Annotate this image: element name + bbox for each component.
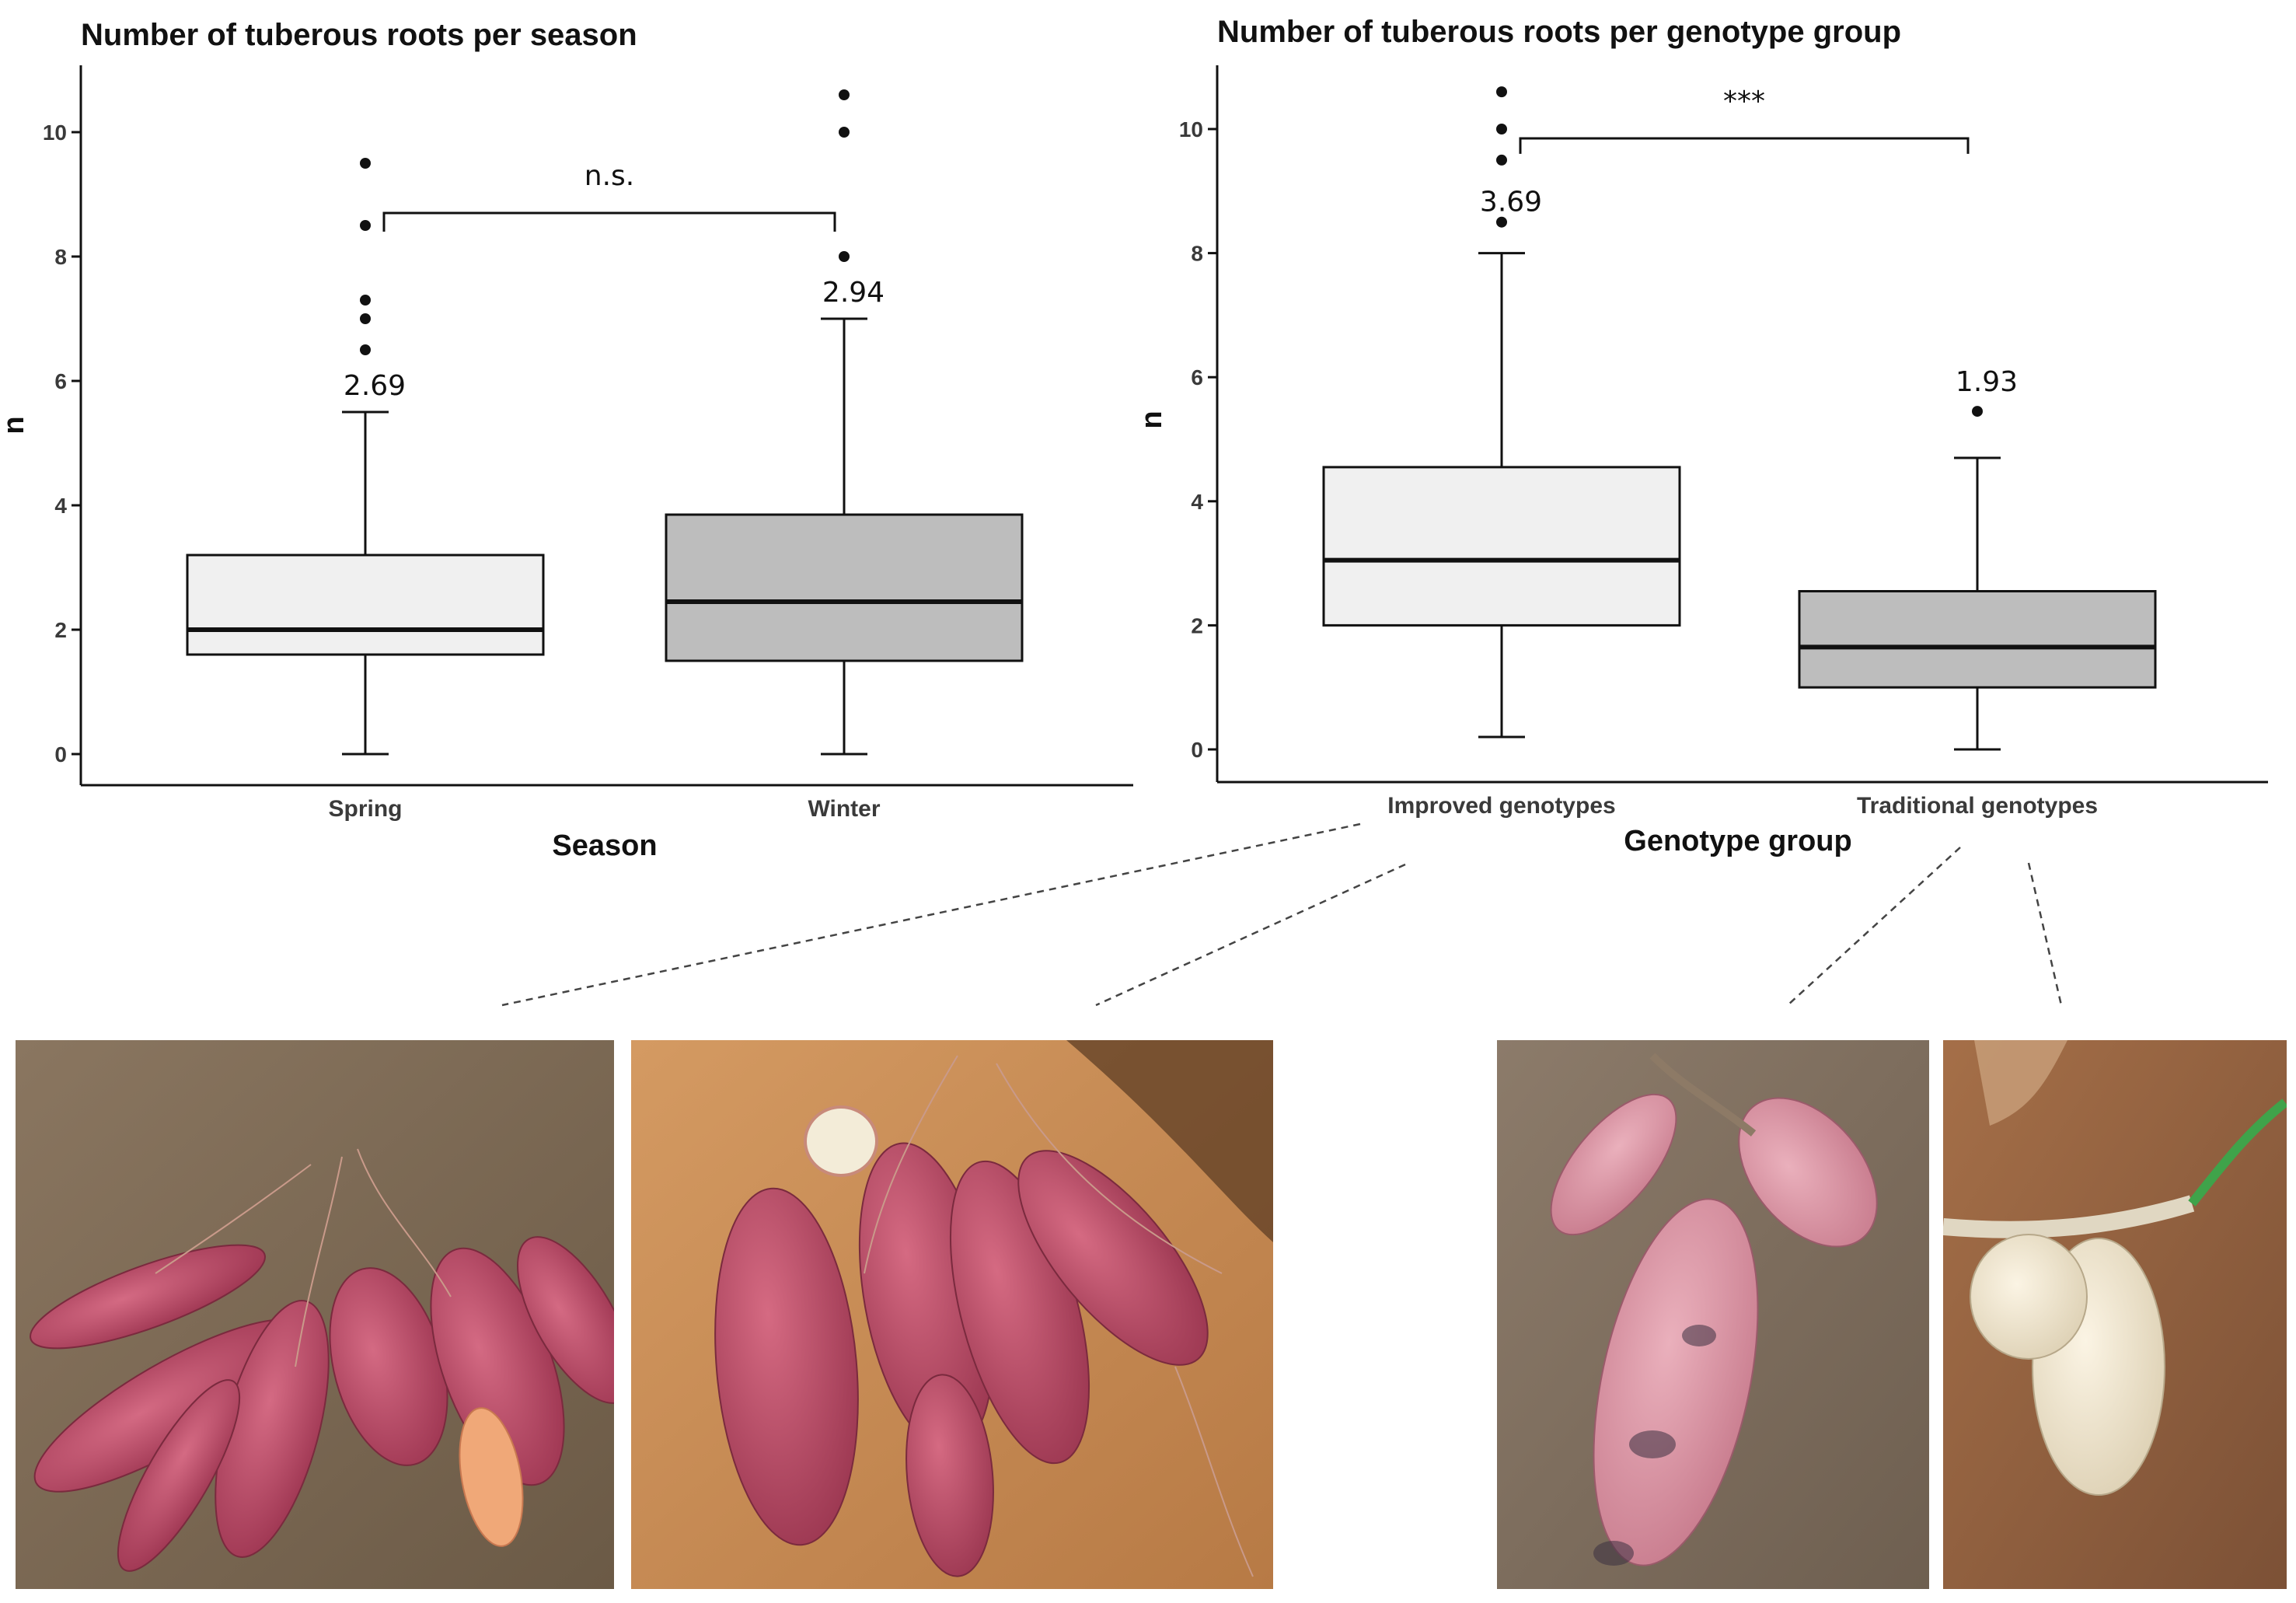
outlier-point (839, 127, 850, 138)
outlier-point (360, 344, 371, 355)
iqr-box (186, 554, 545, 656)
connector-line (501, 822, 1361, 1007)
y-tick-label: 10 (1179, 117, 1203, 141)
photo-connectors (501, 822, 2063, 1007)
x-category-label: Traditional genotypes (1857, 793, 2098, 819)
traditional-genotype-photo-1 (1497, 1040, 1929, 1589)
iqr-box (1798, 590, 2157, 689)
outlier-point (1496, 86, 1507, 98)
y-tick-label: 4 (1191, 490, 1203, 514)
y-ticks: 0 2 4 6 8 10 (43, 120, 81, 767)
outlier-point (360, 295, 371, 306)
significance-label: *** (1723, 86, 1765, 117)
y-tick-label: 6 (1191, 365, 1203, 389)
genotype-boxplot: Number of tuberous roots per genotype gr… (1136, 15, 2268, 857)
boxes: 3.69 Improved genotypes 1.93 Traditional ge… (1322, 86, 2157, 819)
y-axis-title: n (1136, 410, 1168, 428)
y-tick-label: 2 (1191, 613, 1203, 637)
outlier-point (839, 89, 850, 100)
outlier-point (360, 220, 371, 231)
outlier-point (1972, 406, 1983, 417)
box-1: 2.94 Winter (665, 89, 1024, 822)
y-tick-label: 0 (1191, 738, 1203, 762)
improved-genotype-photo-2 (631, 1040, 1273, 1589)
traditional-genotype-photo-2 (1943, 1040, 2287, 1589)
y-tick-label: 2 (54, 618, 67, 642)
significance-bracket: *** (1519, 86, 1970, 154)
x-category-label: Improved genotypes (1387, 793, 1615, 819)
y-tick-label: 8 (1191, 242, 1203, 266)
boxes: 2.69 Spring 2.94 Winter (186, 89, 1024, 822)
outlier-point (360, 158, 371, 169)
y-tick-label: 4 (54, 494, 67, 518)
outlier-point (1496, 154, 1507, 166)
significance-label: n.s. (584, 160, 634, 192)
root-photo-illustration (16, 1040, 614, 1589)
mean-value-label: 2.94 (822, 277, 885, 309)
iqr-box (665, 513, 1024, 662)
y-tick-label: 0 (54, 742, 67, 767)
bracket-line (382, 211, 836, 232)
chart-title: Number of tuberous roots per genotype gr… (1217, 15, 1901, 49)
x-axis-title: Genotype group (1624, 825, 1851, 857)
mean-value-label: 3.69 (1480, 187, 1542, 218)
mean-value-label: 1.93 (1956, 366, 2018, 398)
box-0: 3.69 Improved genotypes (1322, 86, 1681, 819)
season-boxplot: Number of tuberous roots per season n Se… (0, 18, 1133, 862)
outlier-point (1496, 216, 1507, 228)
outlier-point (839, 251, 850, 262)
connector-line (1095, 863, 1406, 1007)
y-tick-label: 6 (54, 369, 67, 393)
y-tick-label: 8 (54, 245, 67, 269)
chart-title: Number of tuberous roots per season (81, 18, 637, 52)
y-ticks: 0 2 4 6 8 10 (1179, 117, 1217, 762)
connector-line (1787, 847, 1961, 1006)
significance-bracket: n.s. (382, 160, 836, 232)
bracket-line (1519, 137, 1970, 154)
x-axis-title: Season (552, 829, 657, 862)
root-photo-illustration (1497, 1040, 1929, 1589)
box-0: 2.69 Spring (186, 158, 545, 822)
outlier-point (360, 313, 371, 324)
x-category-label: Winter (808, 796, 880, 822)
mean-value-label: 2.69 (344, 370, 406, 402)
x-category-label: Spring (329, 796, 403, 822)
y-tick-label: 10 (43, 120, 67, 145)
y-axis-title: n (0, 416, 30, 434)
connector-line (2027, 862, 2063, 1006)
outlier-point (1496, 124, 1507, 134)
improved-genotype-photo-1 (16, 1040, 614, 1589)
box-1: 1.93 Traditional genotypes (1798, 366, 2157, 819)
root-photo-illustration (631, 1040, 1273, 1589)
iqr-box (1322, 466, 1681, 627)
root-photo-illustration (1943, 1040, 2287, 1589)
